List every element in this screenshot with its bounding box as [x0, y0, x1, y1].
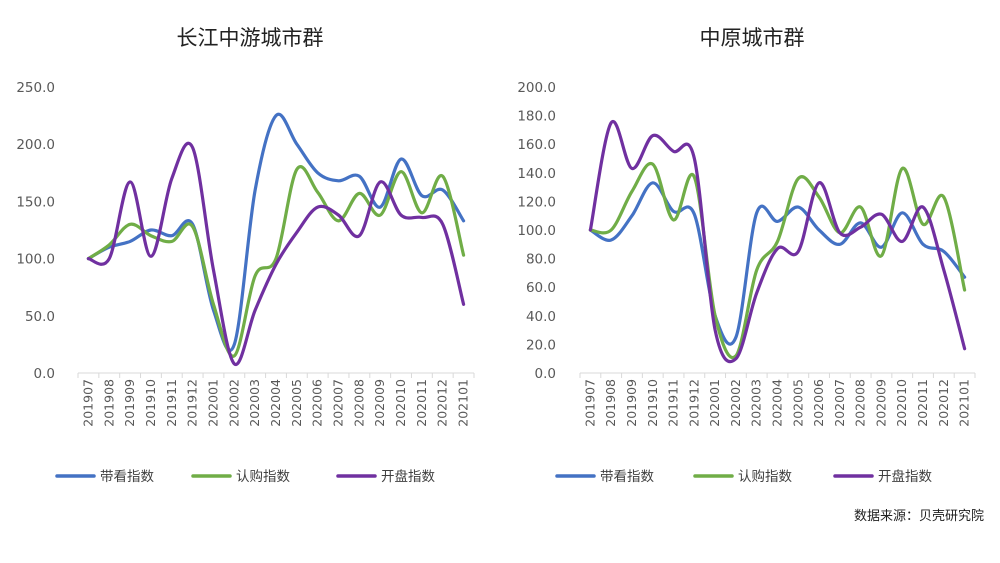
x-tick-label: 202002 [226, 379, 241, 427]
x-tick-label: 202004 [268, 379, 283, 427]
y-tick-label: 40.0 [526, 309, 556, 325]
y-tick-label: 140.0 [517, 166, 556, 182]
x-tick-label: 202007 [832, 379, 847, 427]
y-tick-label: 60.0 [526, 280, 556, 296]
x-tick-label: 201909 [624, 379, 639, 427]
x-tick-label: 201912 [185, 379, 200, 427]
x-tick-label: 202001 [707, 379, 722, 427]
y-tick-label: 160.0 [517, 137, 556, 153]
chart-panel-2: 中原城市群 0.0 20.0 40.0 60.0 80.0 100.0 120.0 140.0 1… [517, 26, 976, 485]
series-line-2 [588, 161, 967, 360]
x-tick-label: 202008 [351, 379, 366, 427]
x-tick-label: 202003 [247, 379, 262, 427]
x-tick-label: 201910 [645, 379, 660, 427]
x-tick-label: 202011 [414, 379, 429, 427]
y-tick-label: 100.0 [517, 223, 556, 239]
chart-title: 长江中游城市群 [177, 26, 324, 50]
x-tick-label: 201911 [164, 379, 179, 427]
series-line-1 [86, 112, 466, 353]
y-tick-label: 100.0 [16, 252, 55, 268]
x-tick-label: 202009 [873, 379, 888, 427]
x-tick-label: 201910 [143, 379, 158, 427]
series-line-3 [588, 119, 967, 364]
x-tick-label: 202012 [936, 379, 951, 427]
chart-title: 中原城市群 [700, 26, 805, 50]
legend-label-2: 认购指数 [236, 469, 290, 485]
x-tick-label: 201907 [80, 379, 95, 427]
legend-label-3: 开盘指数 [381, 468, 435, 485]
legend-label-2: 认购指数 [738, 469, 792, 485]
y-tick-label: 80.0 [526, 252, 556, 268]
x-tick-label: 201912 [686, 379, 701, 427]
y-tick-label: 250.0 [16, 80, 55, 96]
y-tick-label: 0.0 [535, 366, 556, 382]
series-line-2 [86, 165, 466, 358]
x-tick-label: 202101 [456, 379, 471, 427]
y-tick-label: 20.0 [526, 337, 556, 353]
source-note: 数据来源：贝壳研究院 [853, 509, 984, 524]
x-tick-label: 202003 [749, 379, 764, 427]
x-tick-label: 202009 [372, 379, 387, 427]
y-tick-label: 120.0 [517, 194, 556, 210]
legend-label-1: 带看指数 [600, 469, 654, 485]
x-tick-label: 201908 [101, 379, 116, 427]
y-tick-label: 180.0 [517, 109, 556, 125]
x-tick-label: 202002 [728, 379, 743, 427]
x-tick-label: 202012 [435, 379, 450, 427]
x-tick-label: 201909 [122, 379, 137, 427]
x-tick-label: 202006 [811, 379, 826, 427]
x-tick-label: 202005 [790, 379, 805, 427]
y-tick-label: 200.0 [517, 80, 556, 96]
series-line-3 [86, 141, 466, 366]
x-tick-label: 202010 [393, 379, 408, 427]
x-tick-label: 202006 [310, 379, 325, 427]
x-tick-label: 202004 [770, 379, 785, 427]
x-tick-label: 202010 [894, 379, 909, 427]
x-tick-label: 202008 [853, 379, 868, 427]
chart-panel-1: 长江中游城市群 0.0 50.0 100.0 150.0 200.0 250.0 201907… [16, 26, 475, 485]
y-tick-label: 150.0 [16, 194, 55, 210]
y-tick-label: 200.0 [16, 137, 55, 153]
legend-label-3: 开盘指数 [878, 468, 932, 485]
x-tick-label: 202007 [331, 379, 346, 427]
x-tick-label: 202101 [957, 379, 972, 427]
x-tick-label: 201908 [603, 379, 618, 427]
x-tick-label: 202005 [289, 379, 304, 427]
series-line-1 [588, 181, 967, 346]
y-tick-label: 50.0 [25, 309, 55, 325]
y-tick-label: 0.0 [34, 366, 55, 382]
x-tick-label: 201907 [582, 379, 597, 427]
x-tick-label: 202001 [205, 379, 220, 427]
x-tick-label: 202011 [915, 379, 930, 427]
x-tick-label: 201911 [666, 379, 681, 427]
legend-label-1: 带看指数 [100, 469, 154, 485]
